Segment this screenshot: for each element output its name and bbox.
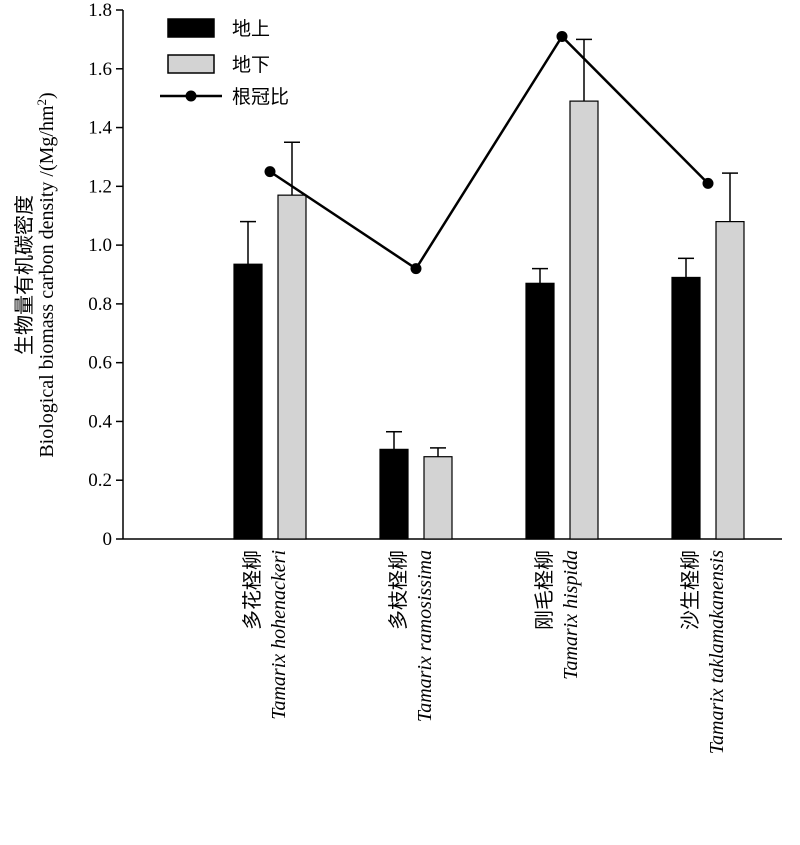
ratio-point-3: [702, 177, 714, 189]
category-label-cn-1: 多枝柽柳: [387, 550, 410, 630]
bar-above-2: [525, 282, 555, 540]
y-axis-label-en: Biological biomass carbon density /(Mg/h…: [34, 92, 58, 457]
bar-below-3: [715, 221, 745, 540]
category-labels: 多花柽柳 Tamarix hohenackeri 多枝柽柳 Tamarix ramos…: [241, 550, 728, 754]
y-tick-label-7: 1.4: [88, 118, 112, 139]
category-label-latin-1: Tamarix ramosissima: [414, 550, 436, 722]
y-tick-label-0: 0: [103, 529, 113, 550]
y-tick-label-3: 0.6: [88, 353, 112, 374]
legend-label-below: 地下: [232, 54, 270, 76]
ratio-point-1: [410, 263, 422, 275]
y-tick-label-1: 0.2: [88, 470, 112, 491]
ratio-point-0: [264, 166, 276, 178]
y-tick-label-2: 0.4: [88, 411, 112, 432]
category-label-latin-2: Tamarix hispida: [560, 550, 582, 680]
y-axis-label-en-close: ): [36, 92, 58, 99]
y-axis-label-en-main: Biological biomass carbon density /(Mg/h…: [36, 105, 58, 458]
legend-swatch-above: [167, 18, 215, 38]
bar-above-3: [671, 276, 701, 540]
bar-below-2: [569, 100, 599, 540]
legend-marker-ratio: [185, 90, 197, 102]
category-label-cn-3: 沙生柽柳: [679, 550, 702, 630]
ratio-point-2: [556, 30, 568, 42]
category-label-latin-0: Tamarix hohenackeri: [268, 550, 290, 720]
y-axis-label-en-sup: 2: [34, 99, 49, 106]
bar-above-0: [233, 263, 263, 540]
bar-above-1: [379, 448, 409, 540]
ratio-line: [269, 34, 709, 271]
bar-below-0: [277, 194, 307, 540]
bars-layer: [233, 100, 745, 540]
y-tick-label-8: 1.6: [88, 59, 112, 80]
y-tick-label-5: 1.0: [88, 235, 112, 256]
legend-swatch-below: [167, 54, 215, 74]
ratio-line-layer: [264, 30, 714, 275]
y-tick-label-4: 0.8: [88, 294, 112, 315]
category-label-latin-3: Tamarix taklamakanensis: [706, 550, 728, 754]
bar-below-1: [423, 456, 453, 540]
legend: 地上 地下 根冠比: [160, 18, 289, 108]
axes: 0 0.2 0.4 0.6 0.8 1.0 1.2 1.4 1.6 1.8: [88, 0, 782, 550]
error-bars-layer: [240, 38, 738, 457]
category-label-cn-2: 刚毛柽柳: [533, 550, 556, 630]
y-tick-label-9: 1.8: [88, 0, 112, 21]
category-label-cn-0: 多花柽柳: [241, 550, 264, 630]
legend-label-above: 地上: [232, 18, 270, 40]
legend-label-ratio: 根冠比: [232, 86, 289, 108]
y-axis-label-cn: 生物量有机碳密度: [13, 195, 36, 355]
y-tick-label-6: 1.2: [88, 176, 112, 197]
